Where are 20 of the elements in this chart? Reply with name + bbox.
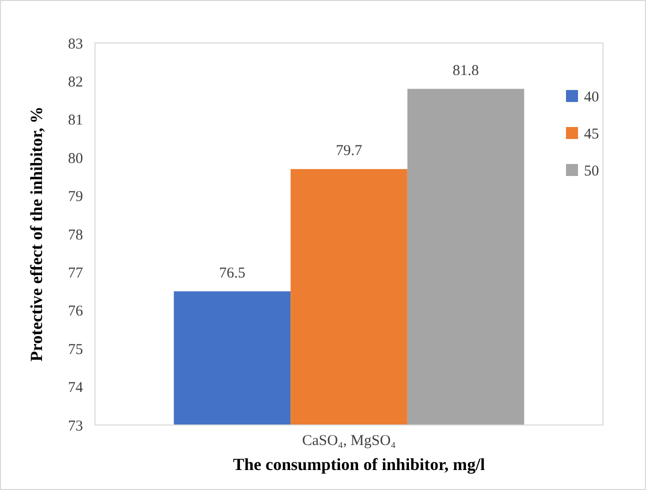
y-tick-label: 78 — [68, 227, 83, 244]
y-tick-label: 75 — [68, 342, 83, 358]
y-tick-label: 80 — [68, 150, 83, 167]
legend-label: 40 — [584, 89, 599, 106]
data-label: 79.7 — [336, 143, 363, 160]
y-tick-label: 73 — [68, 418, 83, 434]
y-tick-label: 77 — [68, 265, 84, 282]
legend-label: 45 — [584, 126, 599, 142]
data-label: 76.5 — [219, 265, 246, 282]
y-axis-title: Protective effect of the inhibitor, % — [27, 106, 46, 362]
y-tick-label: 79 — [68, 189, 83, 206]
y-tick-label: 83 — [68, 36, 83, 52]
x-axis-title: The consumption of inhibitor, mg/l — [232, 455, 486, 474]
legend-label: 50 — [584, 163, 599, 180]
y-tick-label: 74 — [68, 380, 84, 396]
y-tick-label: 81 — [68, 112, 83, 129]
x-tick-label: CaSO₄, MgSO₄ — [302, 433, 396, 449]
y-tick-label: 76 — [68, 304, 84, 320]
y-tick-label: 82 — [68, 74, 83, 90]
data-label: 81.8 — [452, 62, 479, 79]
